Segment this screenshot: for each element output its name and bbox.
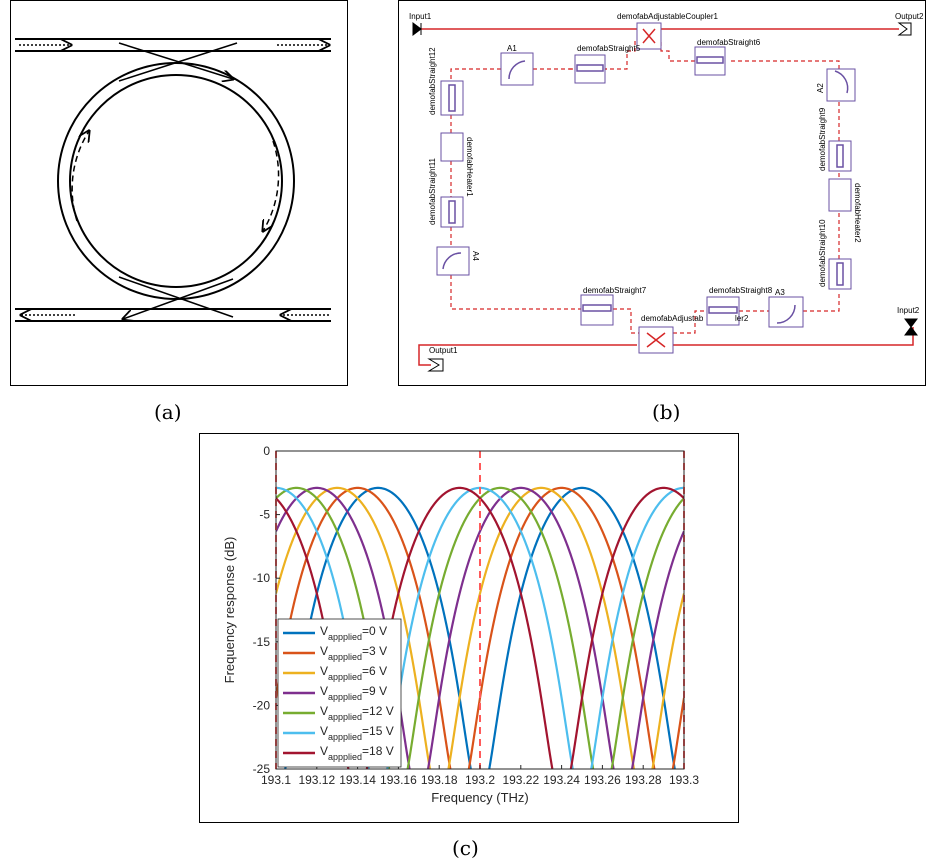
input1-port-icon[interactable]: [413, 23, 421, 35]
x-tick-label: 193.24: [543, 773, 580, 787]
straight7-block[interactable]: [581, 295, 613, 325]
heater1-label: demofabHeater1: [465, 137, 474, 197]
y-tick-label: -20: [253, 698, 271, 712]
frequency-response-chart: 193.1 193.12 193.14 193.16 193.18 193.2 193.22…: [200, 434, 738, 822]
x-tick-label: 193.14: [339, 773, 376, 787]
ring-outer: [58, 63, 294, 299]
x-axis-label: Frequency (THz): [431, 790, 529, 805]
heater2-block[interactable]: [829, 179, 851, 211]
caption-c: (c): [452, 836, 479, 860]
straight8-label: demofabStraight8: [709, 286, 773, 295]
coupler2-label: demofabAdjustab: [641, 314, 704, 323]
coupling-arrow: [119, 277, 233, 317]
a3-block[interactable]: [769, 297, 803, 327]
x-tick-label: 193.16: [380, 773, 417, 787]
y-tick-label: -25: [253, 762, 271, 776]
ring-inner: [70, 75, 282, 287]
straight6-label: demofabStraight6: [697, 38, 761, 47]
x-tick-label: 193.28: [625, 773, 662, 787]
input1-label: Input1: [409, 12, 432, 21]
y-tick-label: -15: [253, 635, 271, 649]
panel-b-schematic: Input1 Output2 Input2 Output1 demofabAdj…: [398, 0, 926, 386]
y-tick-label: 0: [263, 444, 270, 458]
circulation-arrow-left: [72, 131, 89, 221]
x-tick-label: 193.22: [502, 773, 539, 787]
x-tick-label: 193.3: [669, 773, 699, 787]
a3-label: A3: [775, 288, 785, 297]
straight7-label: demofabStraight7: [583, 286, 647, 295]
input2-label: Input2: [897, 306, 920, 315]
input2-port-icon[interactable]: [905, 319, 917, 335]
x-tick-label: 193.2: [465, 773, 495, 787]
y-tick-label: -10: [253, 571, 271, 585]
caption-b: (b): [652, 400, 680, 424]
circuit-schematic: Input1 Output2 Input2 Output1 demofabAdj…: [399, 1, 925, 385]
y-axis-label: Frequency response (dB): [222, 537, 237, 684]
a2-label: A2: [816, 83, 825, 93]
straight9-label: demofabStraight9: [818, 107, 827, 171]
straight10-label: demofabStraight10: [818, 219, 827, 287]
output2-port-icon[interactable]: [899, 23, 911, 35]
straight5-block[interactable]: [575, 55, 605, 83]
straight12-label: demofabStraight12: [428, 47, 437, 115]
straight11-label: demofabStraight11: [428, 157, 437, 225]
straight6-block[interactable]: [695, 47, 725, 75]
y-tick-label: -5: [259, 508, 270, 522]
straight5-label: demofabStraight5: [577, 44, 641, 53]
a4-block[interactable]: [437, 247, 469, 275]
coupler1-label: demofabAdjustableCoupler1: [617, 12, 719, 21]
a1-label: A1: [507, 44, 517, 53]
output2-label: Output2: [895, 12, 924, 21]
output1-label: Output1: [429, 346, 458, 355]
heater1-block[interactable]: [441, 133, 463, 161]
a1-block[interactable]: [501, 53, 533, 85]
a4-label: A4: [471, 251, 480, 261]
output1-port-icon[interactable]: [429, 359, 443, 371]
heater2-label: demofabHeater2: [853, 183, 862, 243]
coupling-arrow: [123, 279, 233, 319]
panel-c-chart: 193.1 193.12 193.14 193.16 193.18 193.2 193.22…: [199, 433, 739, 823]
x-tick-label: 193.12: [298, 773, 335, 787]
caption-a: (a): [154, 400, 182, 424]
x-tick-label: 193.18: [421, 773, 458, 787]
coupler2-label-tail: ler2: [735, 314, 749, 323]
x-tick-label: 193.26: [584, 773, 621, 787]
ring-resonator-drawing: [11, 1, 347, 385]
coupling-arrow: [119, 43, 233, 79]
panel-a-ring-diagram: [10, 0, 348, 386]
straight12-block[interactable]: [441, 81, 463, 115]
